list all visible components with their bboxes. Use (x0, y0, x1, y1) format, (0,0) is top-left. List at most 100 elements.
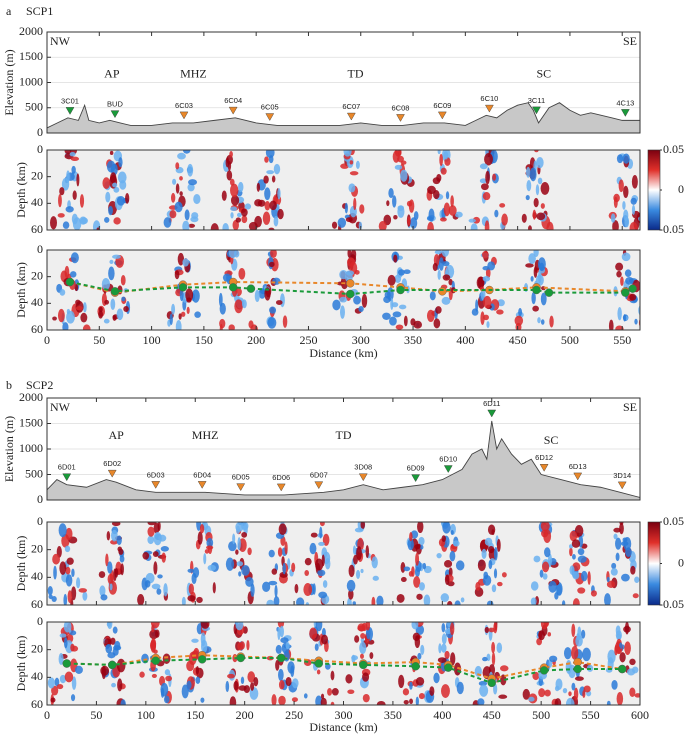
rf-amplitude (355, 569, 361, 579)
rf-amplitude (554, 698, 562, 705)
station-marker (443, 465, 453, 473)
rf-amplitude (352, 545, 357, 555)
station-marker (151, 481, 161, 489)
rf-amplitude (207, 564, 216, 571)
receiver-function-image (47, 622, 640, 705)
station-marker (396, 114, 405, 122)
rf-amplitude (397, 205, 405, 218)
rf-amplitude (617, 306, 622, 321)
station-marker (179, 111, 189, 120)
rf-amplitude (352, 601, 356, 605)
x-tick-label: 150 (195, 333, 213, 347)
rf-amplitude (109, 259, 114, 265)
rf-amplitude (244, 203, 252, 210)
rf-amplitude (316, 669, 321, 675)
rf-amplitude (233, 680, 239, 691)
rf-amplitude (107, 622, 113, 630)
rf-amplitude (482, 192, 491, 201)
rf-amplitude (481, 250, 489, 259)
rf-amplitude (50, 216, 57, 230)
rf-amplitude (312, 583, 316, 595)
rf-amplitude (56, 683, 64, 690)
rf-amplitude (80, 312, 88, 323)
rf-amplitude (606, 576, 610, 583)
rf-amplitude (110, 539, 118, 545)
x-tick-label: 300 (352, 333, 370, 347)
rf-amplitude (193, 194, 201, 205)
region-label: TD (336, 428, 352, 442)
rf-amplitude (153, 561, 158, 575)
rf-amplitude (63, 637, 68, 649)
rf-amplitude (616, 633, 622, 641)
rf-amplitude (413, 576, 421, 588)
rf-amplitude (241, 564, 250, 576)
rf-amplitude (222, 273, 232, 282)
rf-amplitude (227, 673, 235, 679)
rf-amplitude (535, 184, 540, 196)
rf-amplitude (322, 533, 330, 546)
rf-amplitude (485, 170, 490, 185)
rf-amplitude (468, 218, 476, 223)
rf-amplitude (407, 216, 411, 226)
rf-amplitude (613, 196, 618, 209)
rf-amplitude (66, 170, 70, 183)
interface-point (236, 653, 245, 663)
rf-amplitude (256, 182, 261, 192)
rf-amplitude (536, 157, 544, 169)
rf-amplitude (360, 568, 364, 574)
rf-amplitude (532, 305, 539, 312)
rf-amplitude (484, 537, 493, 546)
rf-amplitude (349, 160, 354, 165)
rf-amplitude (240, 676, 245, 685)
rf-amplitude (47, 586, 53, 596)
x-tick-label: 550 (582, 708, 600, 722)
rf-amplitude (120, 563, 124, 576)
rf-amplitude (448, 205, 457, 216)
rf-amplitude (555, 678, 563, 690)
rf-amplitude (70, 252, 79, 264)
rf-amplitude (393, 214, 398, 220)
rf-amplitude (241, 299, 247, 309)
colorbar-tick-label: -0.05 (659, 597, 684, 611)
elevation-profile (46, 102, 641, 134)
rf-amplitude (147, 526, 155, 537)
rf-amplitude (331, 221, 338, 229)
rf-amplitude (360, 522, 365, 530)
rf-amplitude (355, 160, 360, 169)
rf-amplitude (117, 171, 127, 184)
rf-amplitude (574, 676, 584, 681)
rf-amplitude (427, 221, 434, 230)
y-tick-label: 20 (31, 541, 43, 555)
rf-amplitude (538, 257, 546, 272)
rf-amplitude (64, 265, 70, 279)
rf-amplitude (70, 156, 80, 162)
rf-amplitude (351, 654, 356, 663)
rf-amplitude (277, 208, 284, 220)
station-marker (621, 109, 630, 117)
rf-amplitude (250, 682, 255, 691)
interface-point (621, 288, 630, 297)
axis-title: Distance (km) (309, 720, 377, 734)
rf-amplitude (275, 300, 283, 305)
rf-amplitude (450, 529, 454, 535)
rf-amplitude (433, 672, 440, 684)
region-label: SC (536, 67, 551, 81)
rf-amplitude (177, 152, 186, 160)
rf-amplitude (623, 185, 629, 199)
colorbar (647, 521, 661, 606)
rf-amplitude (410, 217, 418, 229)
rf-amplitude (305, 602, 310, 605)
rf-amplitude (528, 225, 532, 230)
rf-amplitude (278, 668, 284, 682)
y-tick-label: 0 (37, 492, 43, 506)
rf-amplitude (107, 561, 113, 574)
rf-amplitude (345, 217, 353, 223)
rf-amplitude (638, 305, 640, 316)
station-marker (617, 481, 627, 490)
rf-amplitude (285, 676, 292, 687)
rf-amplitude (69, 152, 76, 157)
receiver-function-image (47, 522, 640, 605)
rf-amplitude (268, 549, 275, 558)
rf-amplitude (542, 561, 550, 573)
rf-amplitude (629, 221, 638, 230)
